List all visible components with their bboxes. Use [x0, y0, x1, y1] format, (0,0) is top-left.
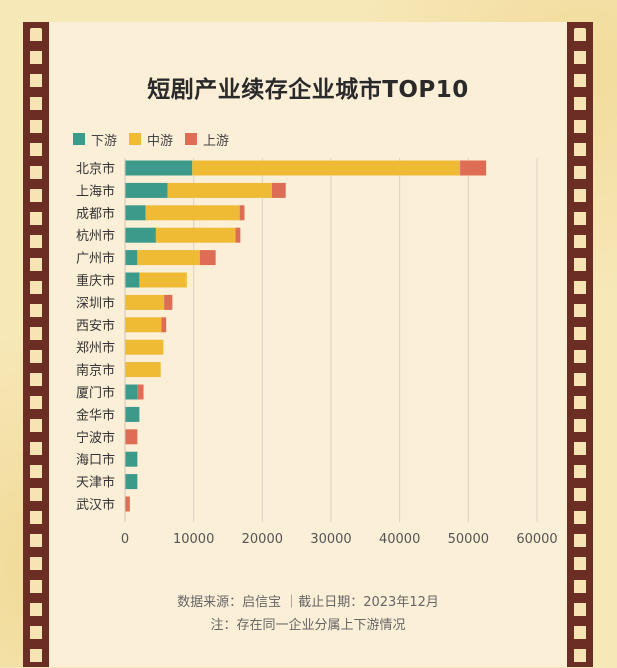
category-label: 金华市 — [76, 407, 115, 423]
category-label: 杭州市 — [76, 228, 115, 244]
legend-item-upstream: 上游 — [185, 130, 229, 149]
category-label: 重庆市 — [76, 273, 115, 289]
bar-segment — [125, 429, 138, 445]
bar-segment — [125, 227, 156, 243]
category-label: 广州市 — [76, 251, 115, 267]
x-tick-label: 20000 — [242, 532, 283, 547]
bar-segment — [125, 160, 193, 176]
bar-segment — [235, 227, 241, 243]
bar-segment — [199, 250, 216, 266]
category-label: 西安市 — [76, 318, 115, 334]
bar-segment — [167, 182, 272, 198]
source-note: 数据来源：启信宝 ｜截止日期：2023年12月 — [177, 595, 439, 610]
category-label: 成都市 — [76, 206, 115, 222]
bar-segment — [125, 474, 138, 490]
legend-swatch — [73, 133, 85, 145]
bar-segment — [125, 272, 140, 288]
bar-segment — [125, 406, 140, 422]
bar-segment — [161, 317, 167, 333]
bar-segment — [145, 205, 240, 221]
bar-segment — [137, 250, 200, 266]
category-label: 海口市 — [76, 452, 115, 468]
legend-label: 中游 — [147, 133, 174, 149]
bar-segment — [125, 250, 138, 266]
category-label: 北京市 — [76, 161, 115, 177]
x-tick-label: 60000 — [516, 532, 557, 547]
legend-label: 下游 — [91, 133, 118, 149]
bar-segment — [125, 205, 146, 221]
bar-segment — [125, 496, 130, 512]
bar-segment — [155, 227, 236, 243]
legend: 下游 中游 上游 — [73, 130, 229, 149]
x-tick-label: 30000 — [310, 532, 351, 547]
legend-label: 上游 — [203, 133, 230, 149]
legend-item-midstream: 中游 — [129, 130, 173, 149]
bar-segment — [125, 384, 138, 400]
bar-segment — [460, 160, 487, 176]
category-label: 武汉市 — [76, 497, 115, 513]
legend-swatch — [185, 133, 198, 145]
category-label: 南京市 — [76, 363, 115, 379]
bar-segment — [192, 160, 461, 176]
x-tick-label: 10000 — [173, 532, 214, 547]
bar-segment — [125, 451, 138, 467]
category-label: 郑州市 — [76, 340, 115, 356]
bar-segment — [125, 317, 162, 333]
bar-segment — [125, 362, 161, 378]
category-label: 上海市 — [76, 183, 115, 199]
film-strip-left — [23, 22, 49, 668]
bar-segment — [125, 339, 164, 355]
category-label: 厦门市 — [76, 385, 115, 401]
bar-segment — [164, 294, 173, 310]
category-label: 天津市 — [76, 475, 115, 491]
x-tick-label: 40000 — [379, 532, 420, 547]
chart-title: 短剧产业续存企业城市TOP10 — [147, 77, 469, 103]
film-strip-right — [567, 22, 593, 668]
bar-segment — [125, 294, 165, 310]
footnote: 注：存在同一企业分属上下游情况 — [210, 618, 406, 633]
x-tick-label: 50000 — [448, 532, 489, 547]
legend-swatch — [129, 133, 142, 145]
bar-segment — [137, 384, 144, 400]
bar-segment — [271, 182, 286, 198]
bar-segment — [239, 205, 245, 221]
legend-item-downstream: 下游 — [73, 130, 117, 149]
category-label: 深圳市 — [76, 295, 115, 311]
category-label: 宁波市 — [76, 430, 115, 446]
x-tick-label: 0 — [121, 532, 129, 547]
bar-segment — [125, 182, 168, 198]
bar-segment — [139, 272, 187, 288]
